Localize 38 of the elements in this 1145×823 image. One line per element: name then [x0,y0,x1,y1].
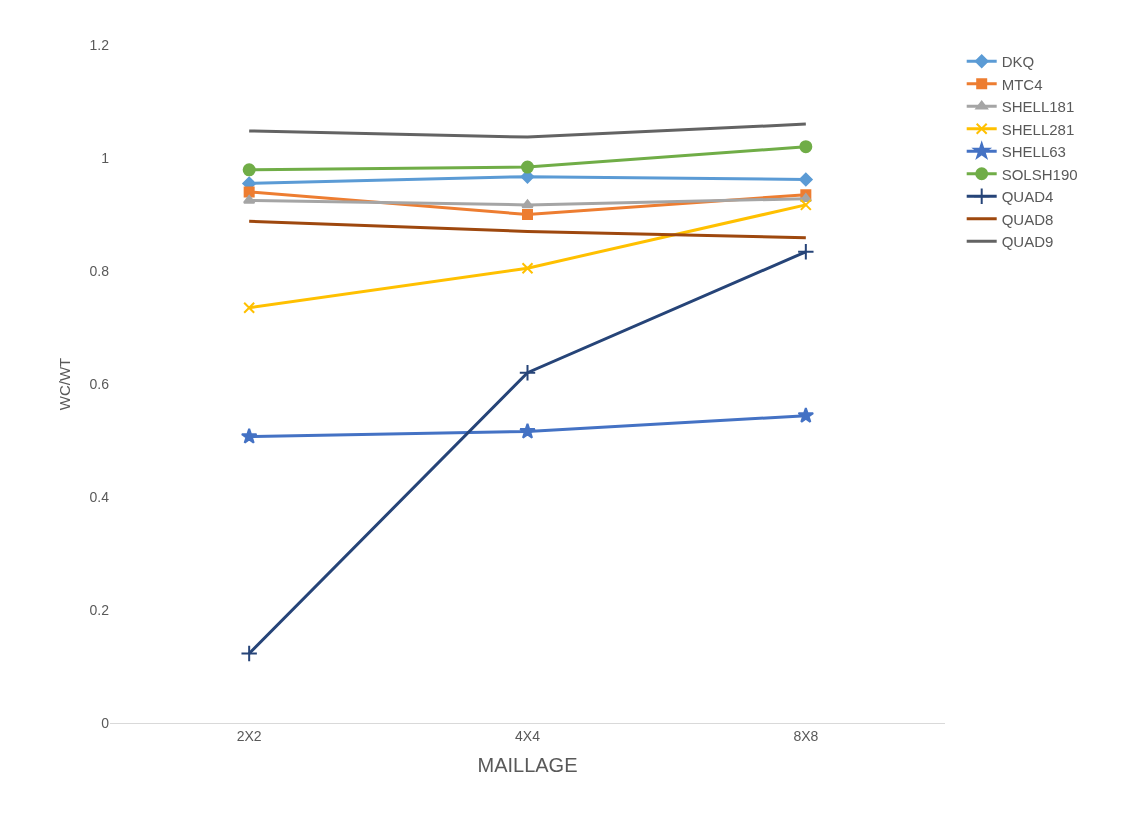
point [243,301,256,314]
y-tick-label: 1 [101,149,110,166]
point [521,262,534,275]
point [242,194,256,204]
point [240,644,258,663]
y-tick-label: 1.2 [89,36,110,53]
y-tick-label: 0.4 [89,488,110,505]
legend-label: SOLSH190 [1001,165,1078,183]
point [797,243,815,261]
point [798,172,813,187]
legend-label: DKQ [1001,53,1035,71]
legend-label: SHELL63 [1001,143,1066,161]
point [243,186,255,198]
y-axis-title: WC/WT [55,357,73,411]
point [799,140,813,154]
legend-label: SHELL281 [1001,120,1075,138]
point [519,422,536,439]
x-tick-label: 2X2 [236,727,262,744]
point [521,199,534,209]
legend-label: QUAD9 [1001,233,1054,251]
legend-label: SHELL181 [1001,98,1075,116]
point [242,163,256,177]
y-tick-label: 0.2 [89,601,110,618]
point [240,427,258,444]
y-tick-label: 0.8 [89,262,110,279]
point [518,364,537,382]
point [521,160,534,174]
x-tick-label: 8X8 [793,727,819,744]
x-axis-title: MAILLAGE [477,754,578,777]
legend-label: MTC4 [1001,75,1043,93]
legend-label: QUAD4 [1001,188,1054,206]
x-tick-label: 4X4 [515,727,541,744]
y-tick-label: 0.6 [89,375,110,392]
y-tick-label: 0 [101,714,110,731]
point [797,406,815,423]
point [799,198,812,211]
point [522,209,533,220]
legend-label: QUAD8 [1001,210,1054,228]
